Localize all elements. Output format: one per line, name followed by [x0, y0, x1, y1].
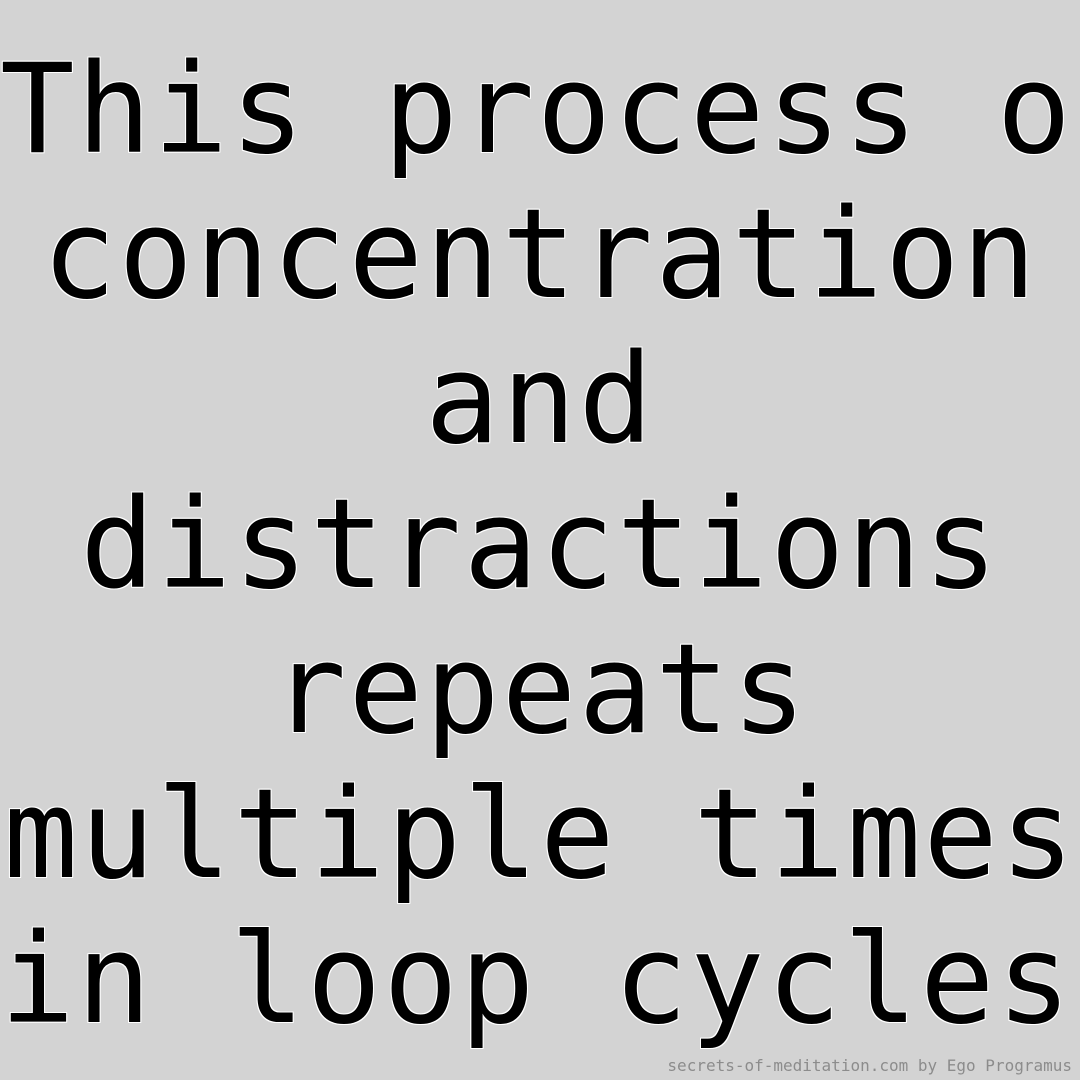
quote-text: This process of concentration and distra… [0, 38, 1080, 1053]
quote-line-7: in loop cycles. [0, 908, 1080, 1052]
quote-line-5: repeats [271, 618, 809, 762]
quote-line-6: multiple times [3, 763, 1077, 907]
quote-line-4: distractions [80, 473, 1000, 617]
quote-line-3: and [425, 328, 655, 472]
quote-line-2: concentration [41, 183, 1039, 327]
quote-line-1: This process of [0, 38, 1080, 182]
source-credit: secrets-of-meditation.com by Ego Program… [667, 1056, 1072, 1075]
